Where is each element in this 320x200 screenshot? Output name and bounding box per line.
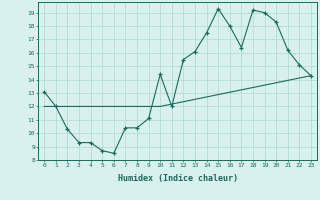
X-axis label: Humidex (Indice chaleur): Humidex (Indice chaleur) <box>118 174 238 183</box>
